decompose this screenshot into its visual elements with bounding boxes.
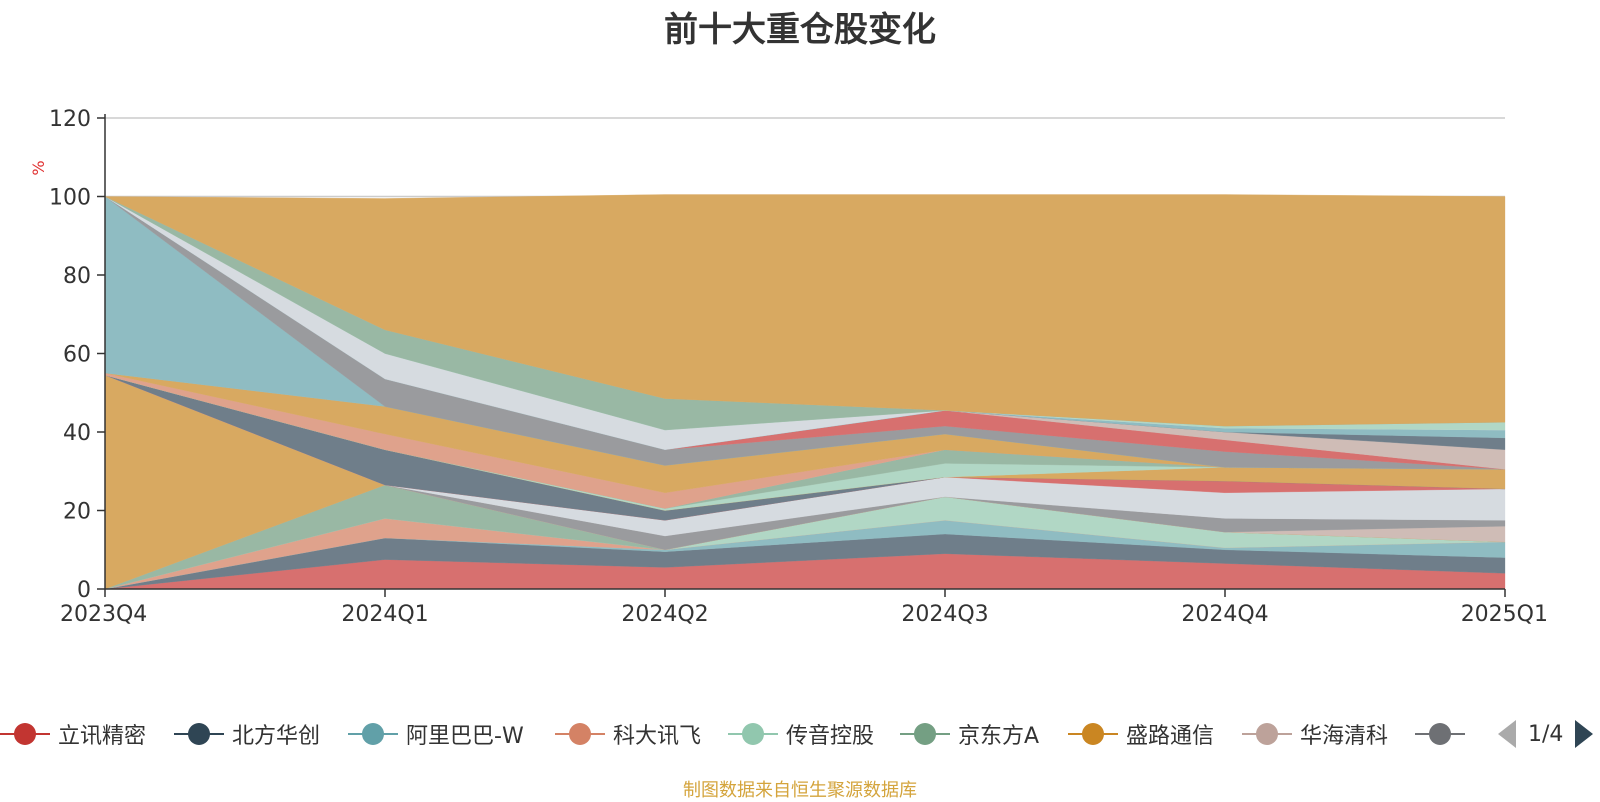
x-tick-label: 2024Q2 [621,602,708,627]
legend-next-page-icon[interactable] [1575,720,1594,748]
legend-item[interactable]: 传音控股 [728,712,874,756]
x-tick-label: 2024Q4 [1181,602,1268,627]
legend-marker-icon [900,719,950,749]
y-tick-label: 80 [63,264,91,289]
area-series-group [104,194,1506,590]
legend: 立讯精密 北方华创 阿里巴巴-W 科大讯飞 传音控股 京东方A 盛路通信 华海清科 1/4 [0,712,1600,756]
legend-marker-icon [728,719,778,749]
legend-marker-icon [1242,719,1292,749]
x-tick-label: 2025Q1 [1461,602,1548,627]
legend-marker-icon [555,719,605,749]
x-tick-label: 2024Q3 [901,602,988,627]
legend-label: 北方华创 [232,724,321,749]
legend-pager: 1/4 [1498,712,1594,756]
source-note: 制图数据来自恒生聚源数据库 [683,780,917,801]
legend-label: 京东方A [958,724,1040,749]
legend-item[interactable]: 京东方A [900,712,1039,756]
legend-item[interactable]: 阿里巴巴-W [348,712,524,756]
y-tick-label: 60 [63,343,91,368]
y-tick-label: 40 [63,421,91,446]
legend-item[interactable]: 科大讯飞 [555,712,701,756]
area-series-26[interactable] [104,194,1506,427]
legend-label: 科大讯飞 [613,724,702,749]
legend-label: 盛路通信 [1126,724,1215,749]
legend-page-indicator: 1/4 [1528,721,1564,747]
legend-label: 立讯精密 [58,724,147,749]
legend-marker-icon [1068,719,1118,749]
axes: 0 20 40 60 80 100 120 2023Q4 2024Q1 2024Q2 2024Q3 2… [49,107,1548,627]
legend-label: 阿里巴巴-W [406,724,524,749]
legend-marker-icon [174,719,224,749]
legend-label: 华海清科 [1300,724,1389,749]
y-tick-label: 20 [63,500,91,525]
legend-item[interactable]: 盛路通信 [1068,712,1214,756]
legend-label: 传音控股 [786,724,875,749]
y-tick-label: 100 [49,186,91,211]
legend-item[interactable]: 北方华创 [174,712,320,756]
legend-marker-icon [348,719,398,749]
legend-item[interactable]: 立讯精密 [0,712,146,756]
legend-marker-icon [0,719,50,749]
y-tick-label: 0 [77,578,91,603]
chart-title: 前十大重仓股变化 [664,10,936,50]
legend-prev-page-icon[interactable] [1498,720,1516,748]
y-axis-unit-label: % [29,160,48,175]
x-tick-label: 2024Q1 [341,602,428,627]
x-tick-label: 2023Q4 [60,602,147,627]
legend-item[interactable] [1415,712,1465,756]
legend-marker-icon [1415,719,1465,749]
y-tick-label: 120 [49,107,91,132]
legend-item[interactable]: 华海清科 [1242,712,1388,756]
